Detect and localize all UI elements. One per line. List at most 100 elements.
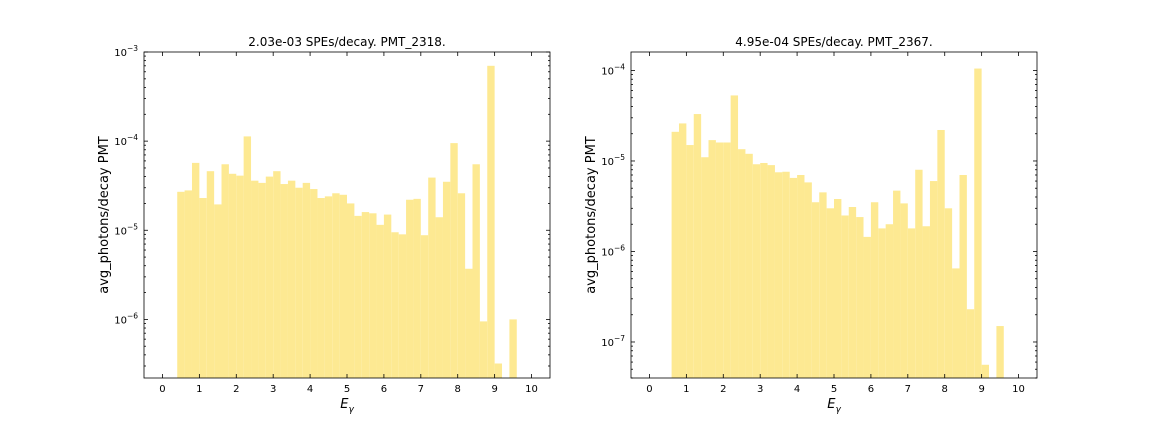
histogram-bar bbox=[804, 182, 812, 378]
histogram-bar bbox=[708, 140, 716, 378]
histogram-bar bbox=[893, 190, 901, 378]
histogram-bar bbox=[332, 193, 340, 378]
histogram-bar bbox=[819, 192, 827, 378]
histogram-bar bbox=[339, 194, 347, 378]
y-tick-label: 10−7 bbox=[601, 334, 625, 349]
x-tick-label: 5 bbox=[831, 384, 837, 395]
histogram-bar bbox=[959, 175, 967, 378]
histogram-bar bbox=[509, 319, 517, 378]
histogram-bar bbox=[214, 204, 222, 378]
histogram-bar bbox=[715, 142, 724, 378]
histogram-bar bbox=[826, 208, 834, 378]
x-tick-label: 7 bbox=[905, 384, 911, 395]
x-tick-label: 10 bbox=[525, 384, 538, 395]
histogram-bar bbox=[287, 180, 296, 378]
histogram-bar bbox=[317, 198, 325, 378]
panel-2-ylabel: avg_photons/decay PMT bbox=[584, 136, 599, 294]
panel-2-xlabel: Eγ bbox=[827, 397, 841, 415]
histogram-bar bbox=[465, 268, 473, 378]
x-tick-label: 0 bbox=[159, 384, 165, 395]
histogram-bar bbox=[738, 149, 746, 378]
panel-2-bars bbox=[671, 68, 1004, 379]
histogram-bar bbox=[856, 217, 864, 378]
histogram-bar bbox=[774, 172, 783, 378]
histogram-bar bbox=[834, 199, 842, 378]
histogram-bar bbox=[361, 212, 370, 378]
histogram-bar bbox=[442, 181, 451, 378]
histogram-bar bbox=[915, 169, 923, 378]
panel-1-title: 2.03e-03 SPEs/decay. PMT_2318. bbox=[248, 35, 446, 49]
histogram-bar bbox=[900, 203, 908, 378]
histogram-bar bbox=[922, 226, 930, 378]
histogram-bar bbox=[184, 190, 192, 378]
histogram-bar bbox=[177, 191, 185, 378]
histogram-bar bbox=[686, 145, 694, 378]
histogram-bar bbox=[789, 177, 798, 378]
panel-2: 4.95e-04 SPEs/decay. PMT_2367. 0 1 2 3 4 5 6 7 8… bbox=[584, 35, 1038, 415]
histogram-bar bbox=[730, 95, 739, 379]
histogram-bar bbox=[944, 208, 953, 378]
histogram-bar bbox=[199, 198, 207, 378]
histogram-bar bbox=[723, 142, 731, 378]
histogram-bar bbox=[354, 215, 362, 378]
panel-2-title: 4.95e-04 SPEs/decay. PMT_2367. bbox=[735, 35, 933, 49]
x-tick-label: 0 bbox=[646, 384, 652, 395]
y-tick-label: 10−6 bbox=[601, 243, 625, 258]
histogram-bar bbox=[760, 162, 768, 378]
histogram-bar bbox=[391, 232, 399, 378]
histogram-bar bbox=[280, 184, 288, 378]
x-tick-label: 1 bbox=[683, 384, 689, 395]
histogram-bar bbox=[878, 228, 886, 378]
histogram-bar bbox=[310, 189, 318, 378]
histogram-bar bbox=[870, 202, 879, 378]
histogram-bar bbox=[863, 236, 871, 378]
x-tick-label: 2 bbox=[233, 384, 239, 395]
histogram-bar bbox=[228, 173, 237, 378]
histogram-bar bbox=[236, 175, 244, 378]
histogram-bar bbox=[981, 364, 990, 378]
x-tick-label: 6 bbox=[381, 384, 387, 395]
x-tick-label: 6 bbox=[868, 384, 874, 395]
histogram-bar bbox=[376, 224, 384, 378]
x-tick-label: 8 bbox=[455, 384, 461, 395]
x-tick-label: 4 bbox=[794, 384, 800, 395]
histogram-bar bbox=[885, 224, 894, 378]
panel-1-xlabel: Eγ bbox=[340, 397, 354, 415]
histogram-bar bbox=[369, 213, 377, 378]
histogram-bar bbox=[797, 175, 805, 378]
x-tick-label: 9 bbox=[491, 384, 497, 395]
panel-1-bars bbox=[177, 65, 517, 378]
histogram-bar bbox=[907, 228, 916, 378]
panel-1-ylabel: avg_photons/decay PMT bbox=[97, 136, 112, 294]
histogram-bar bbox=[479, 321, 488, 378]
x-tick-label: 5 bbox=[344, 384, 350, 395]
histogram-bar bbox=[457, 193, 466, 378]
histogram-bar bbox=[678, 123, 687, 378]
histogram-bar bbox=[966, 309, 975, 378]
x-tick-label: 7 bbox=[418, 384, 424, 395]
histogram-bar bbox=[811, 202, 820, 378]
histogram-bar bbox=[347, 203, 355, 378]
y-tick-label: 10−3 bbox=[114, 44, 138, 59]
histogram-bar bbox=[472, 164, 480, 378]
histogram-bar bbox=[745, 153, 753, 378]
histogram-bar bbox=[848, 207, 857, 378]
x-tick-label: 3 bbox=[270, 384, 276, 395]
histogram-bar bbox=[398, 234, 407, 378]
histogram-bar bbox=[221, 164, 229, 378]
histogram-bar bbox=[406, 199, 414, 378]
histogram-bar bbox=[265, 176, 274, 378]
histogram-bar bbox=[273, 171, 281, 378]
histogram-bar bbox=[243, 136, 252, 378]
histogram-bar bbox=[420, 235, 429, 378]
x-tick-label: 4 bbox=[307, 384, 313, 395]
histogram-bar bbox=[782, 171, 790, 378]
histogram-bar bbox=[302, 182, 311, 378]
panel-1-x-ticks: 0 1 2 3 4 5 6 7 8 9 10 bbox=[159, 52, 538, 395]
histogram-bar bbox=[841, 215, 849, 378]
histogram-bar bbox=[428, 177, 436, 378]
y-tick-label: 10−4 bbox=[114, 133, 138, 148]
y-tick-label: 10−4 bbox=[601, 62, 625, 77]
histogram-bar bbox=[974, 68, 982, 378]
